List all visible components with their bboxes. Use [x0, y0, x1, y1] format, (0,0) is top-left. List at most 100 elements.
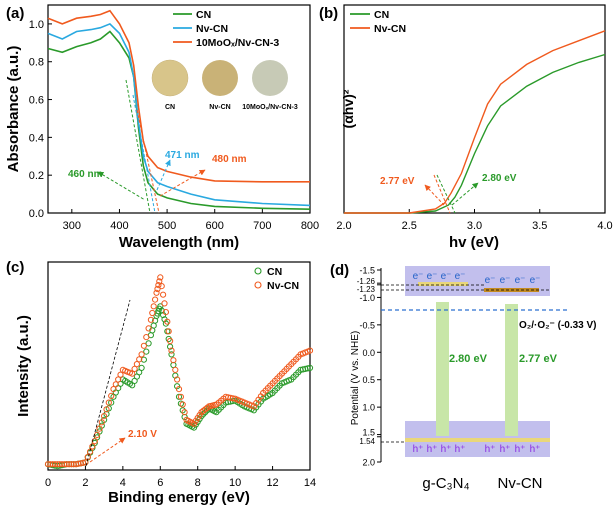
- tangent-moo: [136, 109, 160, 214]
- panel-a-annotations: 460 nm 471 nm 480 nm: [68, 79, 247, 214]
- x-tick-label: 4: [120, 477, 126, 489]
- panel-a-label: (a): [6, 5, 24, 22]
- scatter-point-nv-cn: [131, 365, 138, 372]
- scatter-point-nv-cn: [164, 318, 171, 325]
- x-tick-label: 500: [158, 220, 176, 232]
- scatter-point-cn: [150, 322, 157, 329]
- scatter-point-cn: [145, 340, 152, 347]
- y-tick-label: -0.5: [359, 320, 375, 330]
- x-tick-label: 2.5: [402, 220, 417, 232]
- panel-b-xlabel: hv (eV): [449, 234, 499, 251]
- scatter-point-nv-cn: [162, 309, 169, 316]
- legend-b-cn: CN: [374, 9, 389, 21]
- photo-nv-label: Nv-CN: [209, 104, 230, 111]
- scatter-point-nv-cn: [44, 461, 52, 468]
- electron-label: e⁻: [441, 271, 452, 282]
- electron-label: e⁻: [500, 275, 511, 286]
- panel-a-frame: [47, 4, 311, 214]
- scatter-point-nv-cn: [98, 419, 105, 426]
- photo-cn-label: CN: [165, 104, 175, 111]
- scatter-point-cn: [304, 365, 311, 372]
- x-tick-label: 8: [195, 477, 201, 489]
- y-tick-label: 0.6: [29, 95, 44, 107]
- gap-label-gcn: 2.80 eV: [449, 353, 488, 365]
- scatter-point-nv-cn: [105, 399, 112, 406]
- scatter-point-nv-cn: [150, 303, 157, 310]
- scatter-point-cn: [157, 303, 164, 310]
- panel-c-frame: [47, 261, 311, 471]
- hole-label: h⁺: [441, 444, 452, 455]
- panel-c: (c) Intensity (a.u.) Binding energy (eV)…: [6, 259, 316, 506]
- scatter-point-nv-cn: [155, 282, 162, 289]
- label-210: 2.10 V: [128, 429, 157, 440]
- legend-c-cn-marker: [254, 267, 262, 275]
- scatter-point-nv-cn: [58, 461, 66, 468]
- scatter-point-nv-cn: [181, 409, 188, 416]
- label-460: 460 nm: [68, 169, 103, 180]
- series-line-moo: [47, 9, 310, 183]
- x-tick-label: 600: [206, 220, 224, 232]
- y-tick-label: 0.0: [362, 348, 375, 358]
- y-tick-label: 0.2: [29, 170, 44, 182]
- scatter-point-nv-cn: [174, 376, 181, 383]
- scatter-point-nv-cn: [158, 283, 165, 290]
- tangent-nv: [132, 94, 156, 214]
- label-277: 2.77 eV: [380, 176, 415, 187]
- gap-label-nv: 2.77 eV: [519, 353, 558, 365]
- tangent-cn: [125, 79, 151, 214]
- panel-b-label: (b): [319, 5, 338, 22]
- panel-a-series: [47, 9, 311, 210]
- panel-d-ylabel: Potential (V vs. NHE): [350, 331, 361, 425]
- y-tick-label: -1.0: [359, 293, 375, 303]
- electron-label: e⁻: [530, 275, 541, 286]
- hole-label: h⁺: [500, 444, 511, 455]
- scatter-point-cn: [168, 351, 175, 358]
- scatter-point-nv-cn: [68, 461, 75, 468]
- hole-label: h⁺: [413, 444, 424, 455]
- scatter-point-nv-cn: [117, 371, 124, 378]
- panel-b-legend: CN Nv-CN: [350, 9, 406, 35]
- hole-label: h⁺: [530, 444, 541, 455]
- panel-d-ticks: -1.5-1.26-1.23-1.0 -0.5 0.0 0.5 1.0 1.51.54 2.…: [357, 266, 381, 468]
- series-line-nv-cn: [47, 22, 311, 207]
- vb-edge: [405, 438, 550, 442]
- panel-d: (d) Potential (V vs. NHE) -1.5-1.26-1.23…: [330, 262, 597, 492]
- panel-b-series: [344, 30, 606, 214]
- photo-moo: [252, 60, 288, 96]
- electron-label: e⁻: [515, 275, 526, 286]
- panel-c-legend: CN Nv-CN: [254, 266, 299, 292]
- arrow-210: [89, 437, 126, 463]
- scatter-point-nv-cn: [149, 309, 156, 317]
- gap-bridge-nv: [505, 304, 518, 436]
- legend-nv: Nv-CN: [196, 23, 228, 35]
- scatter-point-cn: [138, 364, 145, 371]
- panel-b-ylabel: (αhv)²: [340, 89, 356, 128]
- scatter-point-nv-cn: [129, 370, 136, 377]
- scatter-point-nv-cn: [47, 461, 54, 468]
- scatter-point-nv-cn: [101, 413, 108, 420]
- x-tick-label: 800: [301, 220, 319, 232]
- scatter-point-nv-cn: [161, 300, 168, 307]
- x-tick-label: 6: [157, 477, 163, 489]
- scatter-point-nv-cn: [138, 351, 145, 358]
- y-tick-label: 0.8: [29, 57, 44, 69]
- y-tick-label: 0.4: [29, 132, 44, 144]
- panel-a-ylabel: Absorbance (a.u.): [5, 46, 22, 173]
- tangent-b-nv: [433, 174, 451, 214]
- hole-label: h⁺: [427, 444, 438, 455]
- scatter-point-nv-cn: [179, 401, 186, 408]
- scatter-point-nv-cn: [156, 278, 163, 285]
- scatter-point-nv-cn: [82, 459, 89, 466]
- panel-a-xlabel: Wavelength (nm): [119, 234, 239, 251]
- scatter-point-nv-cn: [136, 356, 143, 363]
- gap-bridge-gcn: [436, 302, 449, 436]
- panel-c-series: [44, 274, 314, 470]
- scatter-point-cn: [108, 399, 115, 406]
- y-tick-label: 0.5: [362, 375, 375, 385]
- legend-c-nv-marker: [254, 281, 262, 289]
- x-tick-label: 2.0: [336, 220, 351, 232]
- scatter-point-nv-cn: [56, 461, 63, 468]
- electron-label: e⁻: [455, 271, 466, 282]
- panel-c-annotations: 2.10 V: [85, 299, 157, 467]
- material-gcn: g-C₃N₄: [422, 475, 469, 492]
